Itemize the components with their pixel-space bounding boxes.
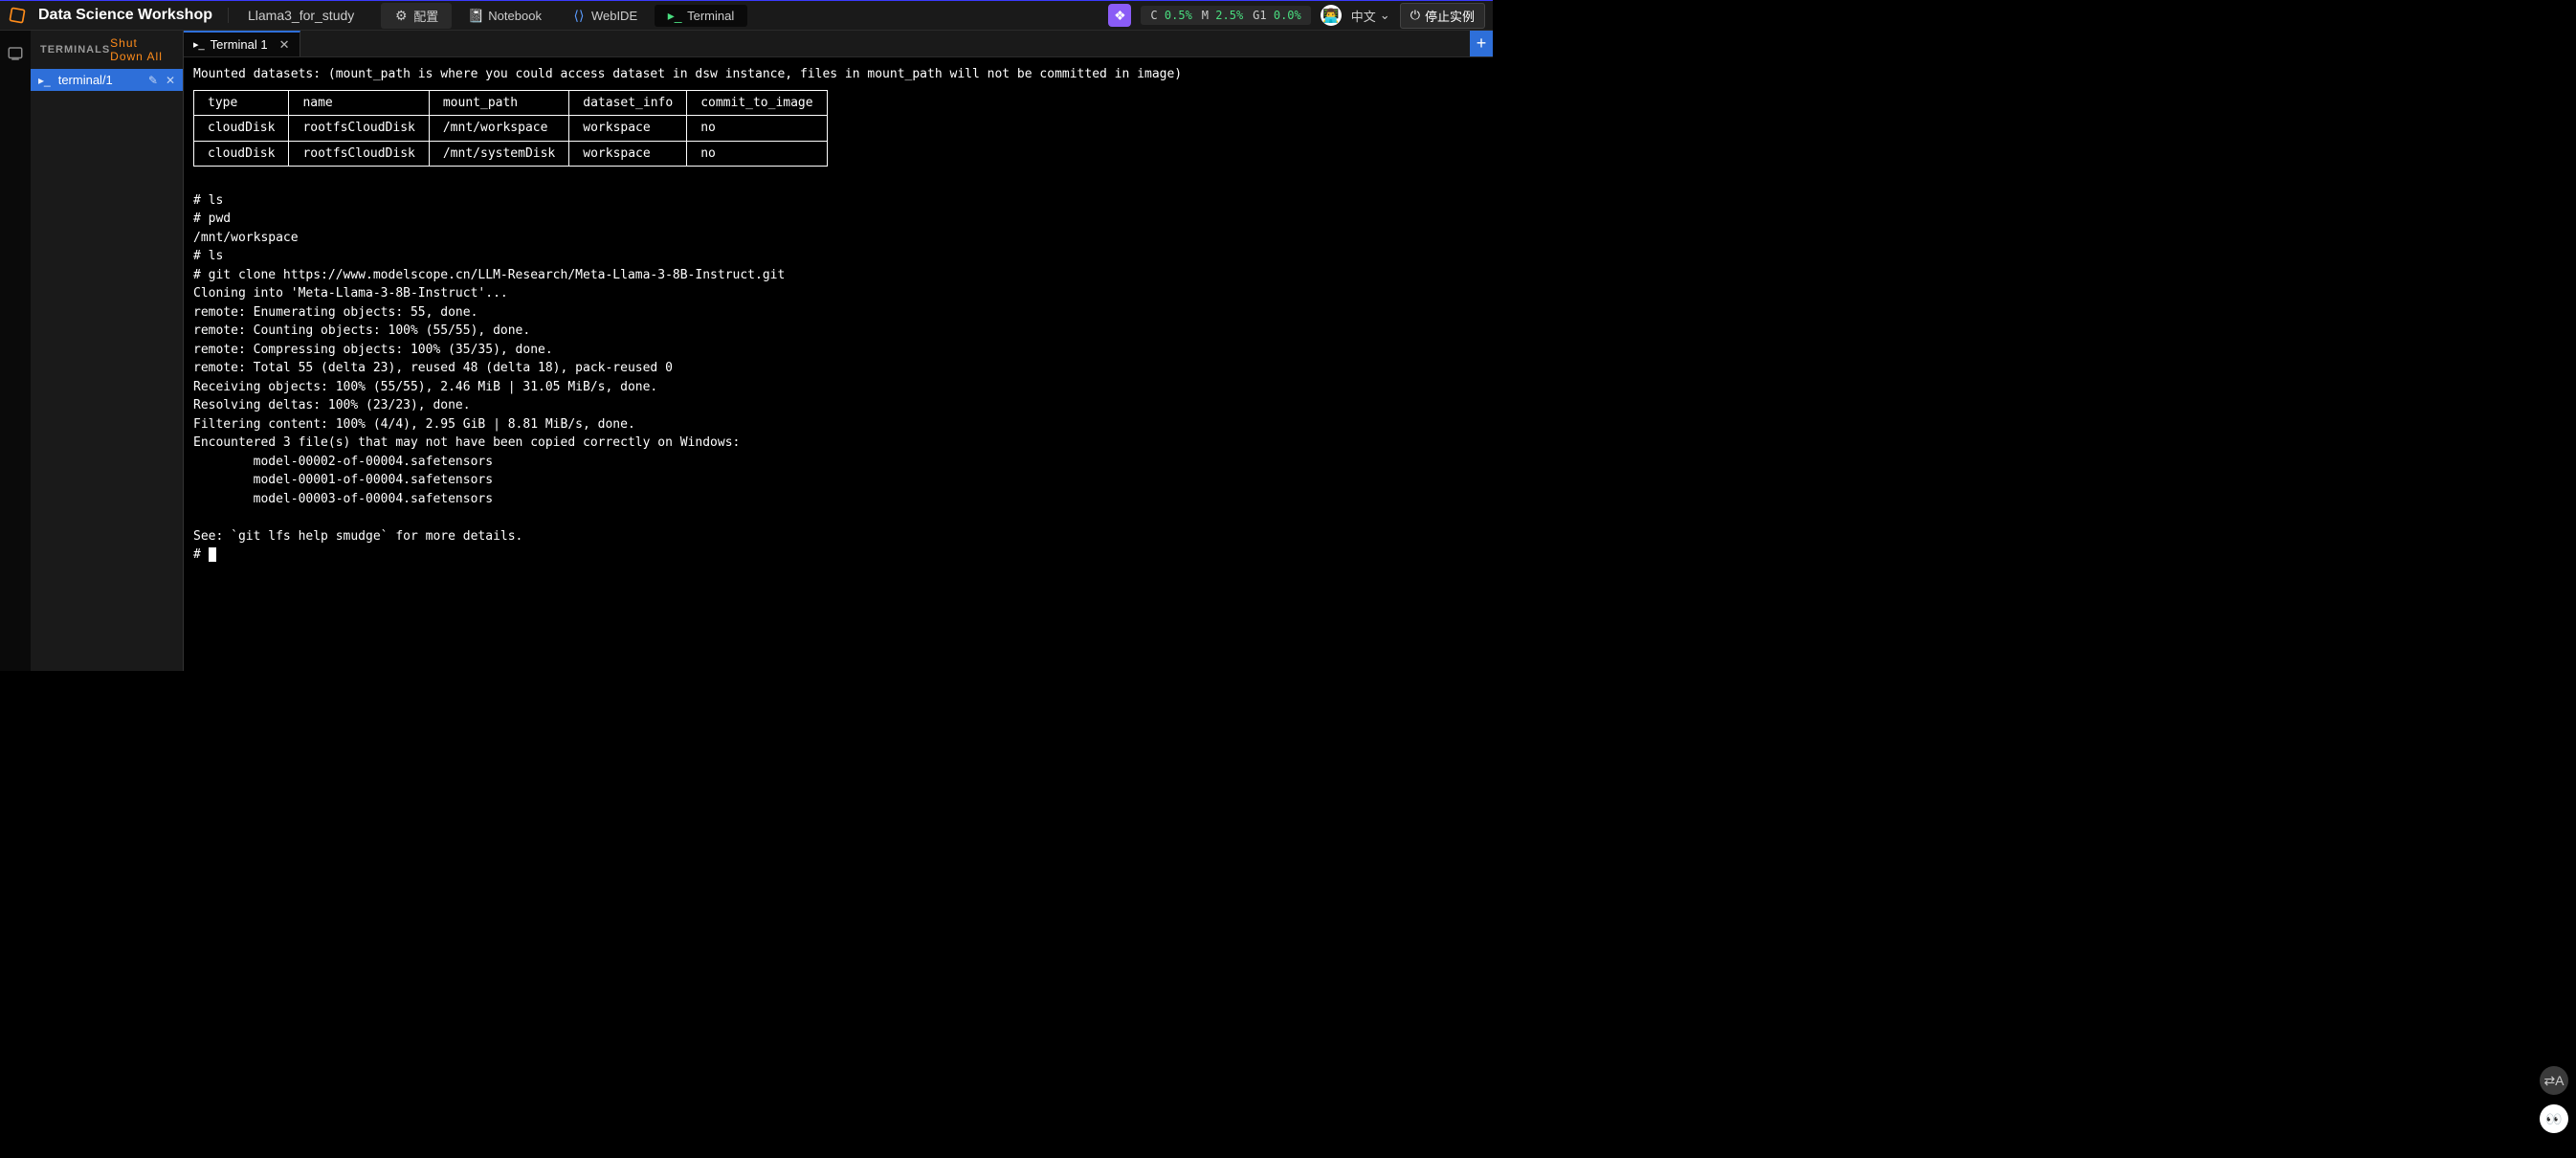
app-title: Data Science Workshop (38, 7, 212, 24)
stop-instance-button[interactable]: ⏻ 停止实例 (1400, 3, 1485, 29)
main-area: ▸_ Terminal 1 ✕ + Mounted datasets: (mou… (184, 31, 1493, 671)
workspace: TERMINALS Shut Down All ▸_ terminal/1 ✎ … (0, 31, 1493, 671)
tab-close-icon[interactable]: ✕ (279, 37, 290, 53)
sidebar-header: TERMINALS Shut Down All (31, 31, 183, 69)
file-tab-label: Terminal 1 (211, 37, 268, 52)
app-logo-icon (8, 6, 27, 25)
main-tabs: ⚙ 配置 📓 Notebook ⟨⟩ WebIDE ▸_ Terminal (381, 3, 747, 29)
file-tab-terminal1[interactable]: ▸_ Terminal 1 ✕ (184, 31, 300, 56)
stat-c-label: C (1150, 9, 1157, 22)
resource-stats[interactable]: C 0.5% M 2.5% G1 0.0% (1141, 6, 1310, 25)
stat-c-value: 0.5% (1165, 9, 1192, 22)
project-name: Llama3_for_study (228, 8, 373, 23)
assistant-icon[interactable]: ❖ (1108, 4, 1131, 27)
top-bar: Data Science Workshop Llama3_for_study ⚙… (0, 0, 1493, 31)
webide-tab[interactable]: ⟨⟩ WebIDE (559, 5, 651, 27)
notebook-tab[interactable]: 📓 Notebook (455, 5, 555, 27)
activity-terminals-icon[interactable] (4, 42, 27, 65)
close-icon[interactable]: ✕ (166, 74, 175, 87)
add-tab-button[interactable]: + (1470, 31, 1493, 56)
edit-icon[interactable]: ✎ (148, 74, 158, 87)
stat-g-value: 0.0% (1274, 9, 1301, 22)
stat-m-label: M (1202, 9, 1209, 22)
webide-label: WebIDE (591, 9, 637, 23)
terminal-label: Terminal (687, 9, 734, 23)
sidebar-item-terminal[interactable]: ▸_ terminal/1 ✎ ✕ (31, 69, 183, 91)
logo-area: Data Science Workshop (8, 6, 228, 25)
right-controls: ❖ C 0.5% M 2.5% G1 0.0% 👨‍💻 中文 ⌄ ⏻ 停止实例 (1108, 3, 1485, 29)
shutdown-all-link[interactable]: Shut Down All (110, 36, 173, 63)
sidebar-title: TERMINALS (40, 44, 110, 56)
gear-icon: ⚙ (394, 9, 408, 22)
user-avatar[interactable]: 👨‍💻 (1321, 5, 1342, 26)
terminal-output[interactable]: Mounted datasets: (mount_path is where y… (184, 57, 1493, 671)
sidebar: TERMINALS Shut Down All ▸_ terminal/1 ✎ … (31, 31, 184, 671)
terminal-tab-icon: ▸_ (193, 38, 205, 51)
power-icon: ⏻ (1410, 8, 1420, 23)
chat-button[interactable]: 👀 (2540, 1104, 2568, 1133)
notebook-icon: 📓 (469, 9, 482, 22)
language-label: 中文 (1351, 7, 1376, 25)
notebook-label: Notebook (488, 9, 542, 23)
terminal-small-icon: ▸_ (38, 74, 51, 87)
sidebar-item-label: terminal/1 (58, 73, 113, 87)
activity-bar (0, 31, 31, 671)
stat-m-value: 2.5% (1215, 9, 1243, 22)
chevron-down-icon: ⌄ (1380, 8, 1390, 23)
tab-strip: ▸_ Terminal 1 ✕ + (184, 31, 1493, 57)
terminal-tab[interactable]: ▸_ Terminal (655, 5, 747, 27)
language-selector[interactable]: 中文 ⌄ (1351, 7, 1390, 25)
config-label: 配置 (413, 7, 438, 25)
stat-g-label: G1 (1253, 9, 1266, 22)
config-button[interactable]: ⚙ 配置 (381, 3, 452, 29)
translate-button[interactable]: ⇄A (2540, 1066, 2568, 1095)
terminal-icon: ▸_ (668, 9, 681, 22)
stop-instance-label: 停止实例 (1425, 7, 1475, 25)
webide-icon: ⟨⟩ (572, 9, 586, 22)
